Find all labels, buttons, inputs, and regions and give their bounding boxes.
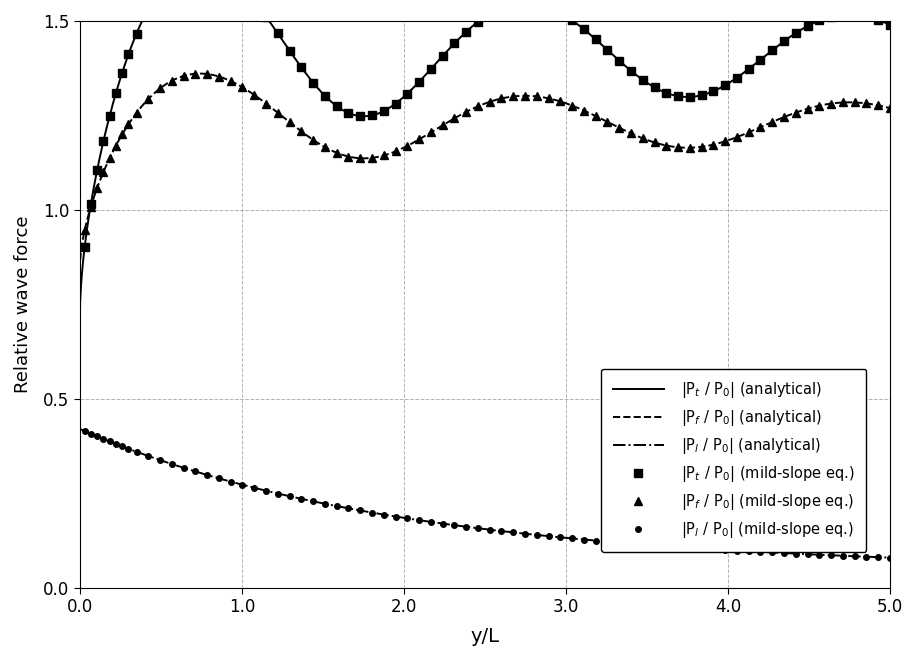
|P$_f$ / P$_0$| (analytical) bbox=[861, 100, 872, 108]
|P$_l$ / P$_0$| (mild-slope eq.) bbox=[319, 500, 330, 508]
Line: |P$_l$ / P$_0$| (mild-slope eq.): |P$_l$ / P$_0$| (mild-slope eq.) bbox=[82, 428, 893, 560]
|P$_l$ / P$_0$| (analytical) bbox=[860, 553, 871, 561]
|P$_f$ / P$_0$| (analytical) bbox=[447, 115, 458, 123]
|P$_t$ / P$_0$| (analytical) bbox=[469, 21, 480, 29]
|P$_f$ / P$_0$| (analytical) bbox=[116, 132, 127, 140]
|P$_t$ / P$_0$| (mild-slope eq.) bbox=[814, 16, 825, 24]
Line: |P$_t$ / P$_0$| (analytical): |P$_t$ / P$_0$| (analytical) bbox=[80, 0, 890, 320]
|P$_t$ / P$_0$| (analytical) bbox=[116, 72, 127, 80]
|P$_l$ / P$_0$| (analytical) bbox=[74, 425, 85, 433]
|P$_t$ / P$_0$| (mild-slope eq.) bbox=[779, 37, 790, 45]
|P$_f$ / P$_0$| (mild-slope eq.) bbox=[755, 123, 766, 131]
|P$_l$ / P$_0$| (mild-slope eq.) bbox=[767, 548, 778, 556]
|P$_f$ / P$_0$| (analytical) bbox=[885, 104, 896, 112]
|P$_f$ / P$_0$| (analytical) bbox=[469, 104, 480, 112]
|P$_l$ / P$_0$| (analytical) bbox=[861, 553, 872, 561]
|P$_t$ / P$_0$| (analytical) bbox=[447, 42, 458, 50]
|P$_f$ / P$_0$| (analytical) bbox=[194, 69, 205, 77]
|P$_f$ / P$_0$| (mild-slope eq.) bbox=[885, 104, 896, 112]
|P$_f$ / P$_0$| (mild-slope eq.) bbox=[237, 83, 248, 91]
|P$_f$ / P$_0$| (mild-slope eq.) bbox=[190, 70, 201, 78]
|P$_t$ / P$_0$| (mild-slope eq.) bbox=[79, 243, 90, 251]
|P$_l$ / P$_0$| (analytical) bbox=[447, 521, 458, 529]
Y-axis label: Relative wave force: Relative wave force bbox=[14, 215, 32, 393]
|P$_t$ / P$_0$| (mild-slope eq.) bbox=[755, 55, 766, 63]
|P$_f$ / P$_0$| (analytical) bbox=[74, 267, 85, 275]
Legend: |P$_t$ / P$_0$| (analytical), |P$_f$ / P$_0$| (analytical), |P$_l$ / P$_0$| (ana: |P$_t$ / P$_0$| (analytical), |P$_f$ / P… bbox=[601, 368, 867, 552]
|P$_l$ / P$_0$| (analytical) bbox=[885, 554, 896, 562]
|P$_f$ / P$_0$| (mild-slope eq.) bbox=[814, 102, 825, 110]
|P$_l$ / P$_0$| (mild-slope eq.) bbox=[226, 478, 237, 486]
X-axis label: y/L: y/L bbox=[470, 627, 500, 646]
|P$_f$ / P$_0$| (analytical) bbox=[861, 100, 872, 108]
|P$_t$ / P$_0$| (mild-slope eq.) bbox=[331, 102, 342, 110]
|P$_l$ / P$_0$| (mild-slope eq.) bbox=[460, 523, 471, 531]
|P$_f$ / P$_0$| (mild-slope eq.) bbox=[331, 148, 342, 156]
|P$_t$ / P$_0$| (mild-slope eq.) bbox=[885, 21, 896, 29]
|P$_t$ / P$_0$| (analytical) bbox=[885, 21, 896, 29]
|P$_f$ / P$_0$| (mild-slope eq.) bbox=[779, 113, 790, 121]
|P$_l$ / P$_0$| (mild-slope eq.) bbox=[802, 550, 813, 558]
Line: |P$_f$ / P$_0$| (mild-slope eq.): |P$_f$ / P$_0$| (mild-slope eq.) bbox=[81, 70, 894, 234]
|P$_t$ / P$_0$| (mild-slope eq.) bbox=[472, 18, 483, 26]
|P$_t$ / P$_0$| (analytical) bbox=[713, 85, 724, 93]
Line: |P$_t$ / P$_0$| (mild-slope eq.): |P$_t$ / P$_0$| (mild-slope eq.) bbox=[81, 0, 894, 251]
Line: |P$_l$ / P$_0$| (analytical): |P$_l$ / P$_0$| (analytical) bbox=[80, 429, 890, 558]
|P$_f$ / P$_0$| (mild-slope eq.) bbox=[472, 102, 483, 110]
|P$_t$ / P$_0$| (analytical) bbox=[861, 13, 872, 20]
|P$_l$ / P$_0$| (mild-slope eq.) bbox=[885, 554, 896, 562]
|P$_t$ / P$_0$| (analytical) bbox=[74, 316, 85, 324]
|P$_l$ / P$_0$| (analytical) bbox=[469, 524, 480, 532]
|P$_l$ / P$_0$| (analytical) bbox=[713, 546, 724, 554]
|P$_t$ / P$_0$| (analytical) bbox=[861, 13, 872, 20]
|P$_l$ / P$_0$| (mild-slope eq.) bbox=[79, 427, 90, 435]
|P$_f$ / P$_0$| (analytical) bbox=[713, 139, 724, 147]
|P$_f$ / P$_0$| (mild-slope eq.) bbox=[79, 226, 90, 234]
|P$_l$ / P$_0$| (mild-slope eq.) bbox=[743, 547, 754, 555]
|P$_l$ / P$_0$| (analytical) bbox=[116, 442, 127, 450]
Line: |P$_f$ / P$_0$| (analytical): |P$_f$ / P$_0$| (analytical) bbox=[80, 73, 890, 271]
